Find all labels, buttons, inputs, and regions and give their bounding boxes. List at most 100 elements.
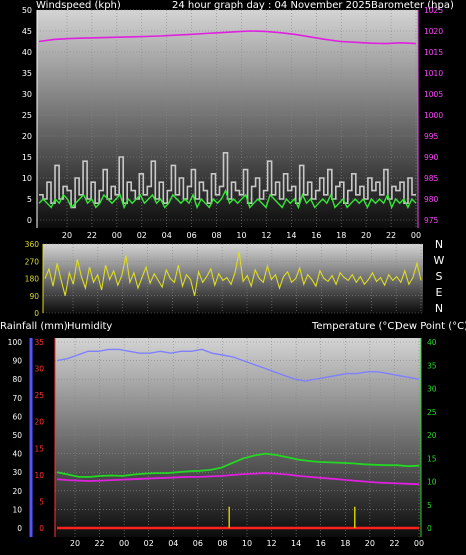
baro-y-tick-label-10: 1025 (424, 6, 443, 15)
baro-y-tick-label-6: 1005 (424, 90, 443, 99)
wind-gust-series (39, 152, 416, 209)
wind-direction-series (44, 251, 422, 296)
climate-x-tick-label-0: 20 (70, 539, 80, 548)
climate-x-tick-label-5: 06 (193, 539, 203, 548)
baro-y-tick-label-7: 1010 (424, 69, 443, 78)
wind-y-tick-label-4: 20 (22, 132, 32, 141)
wind-barometer-panel: 0510152025303540455097598098599099510001… (22, 6, 444, 240)
temperature-y-tick-label-8: 40 (427, 338, 437, 347)
wind-x-tick-label-11: 18 (336, 231, 346, 240)
wind-x-tick-label-0: 20 (62, 231, 72, 240)
barometer-series (38, 30, 417, 45)
wind-x-tick-label-10: 16 (311, 231, 321, 240)
humidity-label: Humidity (67, 321, 113, 332)
climate-x-tick-label-10: 16 (316, 539, 326, 548)
wind-x-tick-label-7: 10 (236, 231, 246, 240)
baro-y-tick-label-1: 980 (424, 195, 439, 204)
temperature-label: Temperature (°C) (312, 321, 399, 332)
rainfall-label: Rainfall (mm) (0, 321, 68, 332)
climate-x-tick-label-9: 14 (291, 539, 301, 548)
climate-x-tick-label-1: 22 (94, 539, 104, 548)
climate-x-tick-label-7: 10 (242, 539, 252, 548)
humidity-y-tick-label-6: 60 (12, 412, 22, 421)
wind-x-tick-label-1: 22 (87, 231, 97, 240)
wind-y-tick-label-2: 10 (22, 174, 32, 183)
wind-y-tick-label-6: 30 (22, 90, 32, 99)
wind-x-tick-label-4: 04 (162, 231, 172, 240)
climate-x-tick-label-6: 08 (217, 539, 227, 548)
rain-y-tick-label-4: 20 (34, 418, 44, 427)
wind-y-tick-label-1: 5 (27, 195, 32, 204)
climate-x-tick-label-4: 04 (168, 539, 178, 548)
temperature-y-tick-label-5: 25 (427, 408, 437, 417)
baro-y-tick-label-0: 975 (424, 216, 439, 225)
humidity-y-tick-label-4: 40 (12, 450, 22, 459)
humidity-y-tick-label-2: 20 (12, 487, 22, 496)
compass-label-0: N (435, 238, 443, 251)
temperature-y-tick-label-7: 35 (427, 361, 437, 370)
direction-y-tick-label-0: 0 (34, 309, 39, 318)
temperature-y-tick-label-0: 0 (427, 524, 432, 533)
rain-y-tick-label-3: 15 (34, 444, 44, 453)
chart-title: 24 hour graph day : 04 November 2025 (172, 0, 372, 11)
wind-y-tick-label-7: 35 (22, 69, 32, 78)
rain-y-tick-label-7: 35 (34, 338, 44, 347)
climate-x-tick-label-14: 00 (414, 539, 424, 548)
direction-y-tick-label-2: 180 (25, 275, 40, 284)
wind-x-tick-label-3: 02 (137, 231, 147, 240)
windspeed-label: Windspeed (kph) (36, 0, 121, 11)
humidity-series (56, 348, 420, 382)
baro-y-tick-label-3: 990 (424, 153, 439, 162)
wind-x-tick-label-9: 14 (286, 231, 296, 240)
wind-y-tick-label-3: 15 (22, 153, 32, 162)
rain-y-tick-label-2: 10 (34, 471, 44, 480)
humidity-y-tick-label-0: 0 (17, 524, 22, 533)
wind-x-tick-label-8: 12 (261, 231, 271, 240)
temperature-y-tick-label-1: 5 (427, 501, 432, 510)
climate-x-tick-label-8: 12 (266, 539, 276, 548)
baro-y-tick-label-8: 1015 (424, 48, 443, 57)
rain-y-tick-label-5: 25 (34, 391, 44, 400)
wind-y-tick-label-10: 50 (22, 6, 32, 15)
compass-label-1: W (434, 254, 445, 267)
wind-y-tick-label-0: 0 (27, 216, 32, 225)
wind-y-tick-label-5: 25 (22, 111, 32, 120)
wind-average-series (38, 188, 417, 210)
baro-y-tick-label-9: 1020 (424, 27, 443, 36)
humidity-y-tick-label-5: 50 (12, 431, 22, 440)
baro-y-tick-label-4: 995 (424, 132, 439, 141)
wind-x-tick-label-13: 22 (386, 231, 396, 240)
barometer-label: Barometer (hpa) (371, 0, 454, 11)
temperature-series (56, 452, 420, 478)
compass-label-4: N (435, 302, 443, 315)
temperature-y-tick-label-2: 10 (427, 478, 437, 487)
baro-y-tick-label-2: 985 (424, 174, 439, 183)
rain-humidity-temperature-panel: 0102030405060708090100051015202530350510… (8, 338, 437, 548)
climate-x-tick-label-13: 22 (389, 539, 399, 548)
temperature-y-tick-label-6: 30 (427, 385, 437, 394)
direction-y-tick-label-1: 90 (29, 292, 39, 301)
wind-y-tick-label-8: 40 (22, 48, 32, 57)
humidity-y-tick-label-9: 90 (12, 357, 22, 366)
climate-x-tick-label-3: 02 (144, 539, 154, 548)
compass-label-3: E (436, 286, 443, 299)
wind-x-tick-label-6: 08 (211, 231, 221, 240)
climate-x-tick-label-11: 18 (340, 539, 350, 548)
temperature-y-tick-label-3: 15 (427, 454, 437, 463)
rain-y-tick-label-6: 30 (34, 365, 44, 374)
temperature-y-tick-label-4: 20 (427, 431, 437, 440)
direction-y-tick-label-4: 360 (25, 240, 40, 249)
rain-y-tick-label-1: 5 (39, 497, 44, 506)
humidity-y-tick-label-3: 30 (12, 468, 22, 477)
rain-y-tick-label-0: 0 (39, 524, 44, 533)
humidity-y-tick-label-10: 100 (8, 338, 23, 347)
wind-x-tick-label-14: 00 (411, 231, 421, 240)
wind-x-tick-label-2: 00 (112, 231, 122, 240)
climate-plot-background (55, 338, 421, 537)
dew-point-series (56, 472, 420, 486)
humidity-y-tick-label-8: 80 (12, 375, 22, 384)
wind-y-tick-label-9: 45 (22, 27, 32, 36)
direction-y-tick-label-3: 270 (25, 257, 40, 266)
humidity-y-tick-label-1: 10 (12, 505, 22, 514)
